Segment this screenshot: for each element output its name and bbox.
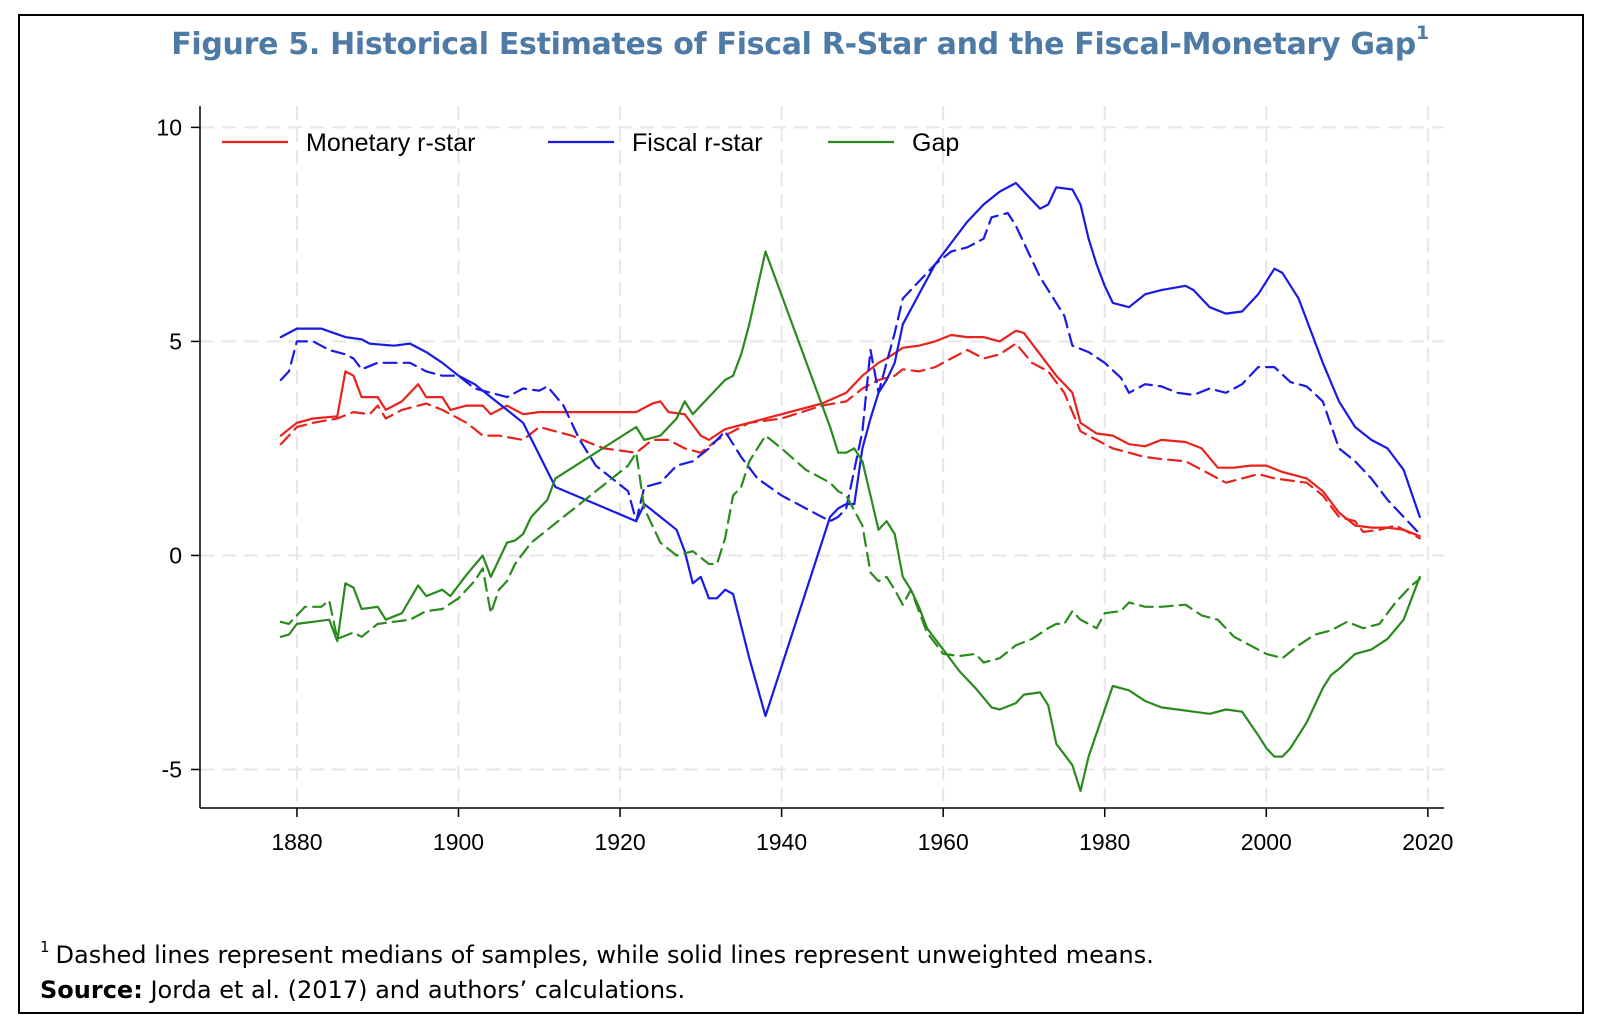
footnote-text: Dashed lines represent medians of sample… <box>55 941 1154 969</box>
legend-label-gap: Gap <box>912 129 959 157</box>
legend-label-fiscal-r-star: Fiscal r-star <box>632 129 763 157</box>
series-line-gap-solid <box>279 250 1421 792</box>
chart-title-text: Figure 5. Historical Estimates of Fiscal… <box>171 27 1416 62</box>
x-tick-label-1980: 1980 <box>1079 829 1130 855</box>
x-tick-label-1940: 1940 <box>756 829 807 855</box>
y-tick-label--5: -5 <box>162 756 182 782</box>
series-line-gap-dashed <box>279 434 1421 664</box>
x-tick-label-2020: 2020 <box>1402 829 1453 855</box>
y-tick-label-10: 10 <box>156 114 182 140</box>
y-tick-label-0: 0 <box>169 542 182 568</box>
source-text: Jorda et al. (2017) and authors’ calcula… <box>150 976 686 1004</box>
source-note: Source: Jorda et al. (2017) and authors’… <box>40 976 685 1004</box>
footnote: 1 Dashed lines represent medians of sampl… <box>40 938 1154 969</box>
x-tick-label-1960: 1960 <box>918 829 969 855</box>
legend-label-monetary-r-star: Monetary r-star <box>306 129 475 157</box>
series-line-fiscal-r-star-dashed <box>279 211 1421 536</box>
x-tick-label-2000: 2000 <box>1241 829 1292 855</box>
title-footnote-marker: 1 <box>1415 22 1429 44</box>
x-tick-label-1900: 1900 <box>433 829 484 855</box>
series-line-monetary-r-star-solid <box>279 329 1421 538</box>
source-label: Source: <box>40 976 143 1004</box>
figure-frame <box>18 14 1584 1014</box>
series-line-monetary-r-star-dashed <box>279 342 1421 540</box>
x-tick-label-1920: 1920 <box>594 829 645 855</box>
footnote-marker: 1 <box>40 938 50 956</box>
x-tick-label-1880: 1880 <box>271 829 322 855</box>
series-line-fiscal-r-star-solid <box>279 181 1421 718</box>
y-tick-label-5: 5 <box>169 328 182 354</box>
chart-title: Figure 5. Historical Estimates of Fiscal… <box>0 22 1600 62</box>
